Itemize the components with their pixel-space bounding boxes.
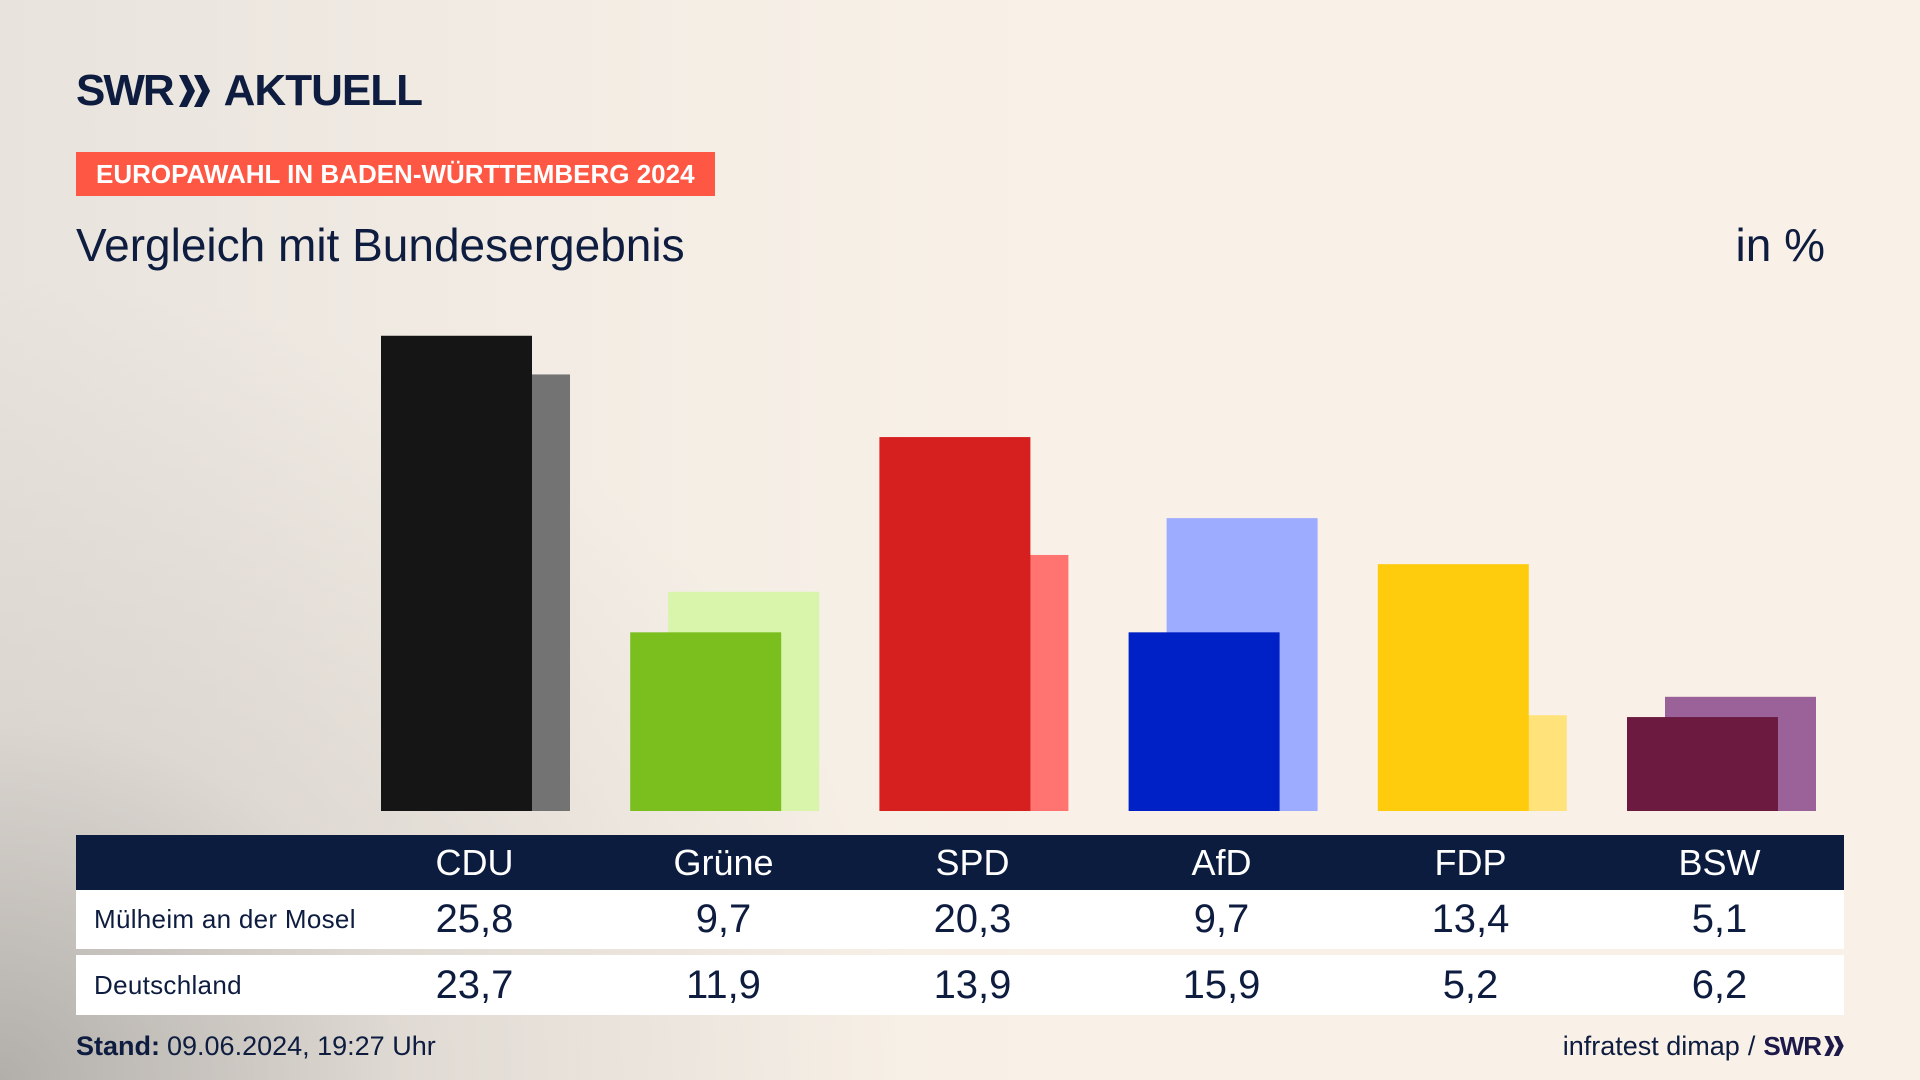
value-deutschland-spd: 13,9: [933, 962, 1012, 1007]
value-deutschland-afd: 15,9: [1182, 962, 1261, 1007]
results-table: CDU Grüne SPD AfD FDP BSW Mülheim an der…: [76, 835, 1844, 1015]
source-credit: infratest dimap / SWR: [1563, 1030, 1844, 1062]
party-label-spd: SPD: [935, 842, 1010, 883]
bar-grune-mulheim-an-der-mosel: [630, 632, 782, 811]
party-label-gruene: Grüne: [673, 842, 774, 883]
party-label-bsw: BSW: [1678, 842, 1761, 883]
value-deutschland-fdp: 5,2: [1442, 962, 1499, 1007]
value-muelheim-spd: 20,3: [933, 897, 1012, 941]
row-label-muelheim: Mülheim an der Mosel: [94, 904, 356, 934]
value-deutschland-gruene: 11,9: [686, 962, 761, 1007]
value-muelheim-fdp: 13,4: [1431, 897, 1510, 941]
source-separator: /: [1747, 1031, 1756, 1061]
double-chevron-icon: [1824, 1036, 1844, 1056]
value-muelheim-afd: 9,7: [1193, 897, 1250, 941]
stand-value: 09.06.2024, 19:27 Uhr: [167, 1031, 436, 1061]
logo-brand: SWR: [76, 66, 175, 115]
table-row-muelheim: Mülheim an der Mosel 25,8 9,7 20,3 9,7 1…: [76, 890, 1844, 949]
chart-subtitle: Vergleich mit Bundesergebnis: [76, 219, 685, 271]
unit-label: in %: [1735, 219, 1825, 271]
bar-bsw-mulheim-an-der-mosel: [1627, 717, 1778, 811]
bar-chart: [381, 335, 1816, 811]
value-muelheim-gruene: 9,7: [695, 897, 752, 941]
value-muelheim-cdu: 25,8: [435, 897, 514, 941]
party-label-cdu: CDU: [435, 842, 514, 883]
swr-aktuell-logo: SWR AKTUELL: [76, 66, 423, 115]
bar-spd-mulheim-an-der-mosel: [879, 437, 1031, 811]
source-name: infratest dimap: [1562, 1031, 1740, 1061]
logo-title: AKTUELL: [223, 66, 423, 115]
table-header-empty: [76, 835, 350, 890]
stand-label: Stand:: [76, 1031, 160, 1061]
timestamp: Stand: 09.06.2024, 19:27 Uhr: [76, 1030, 436, 1062]
bar-cdu-mulheim-an-der-mosel: [381, 335, 532, 811]
party-label-afd: AfD: [1191, 842, 1252, 883]
table-row-deutschland: Deutschland 23,7 11,9 13,9 15,9 5,2 6,2: [76, 955, 1844, 1015]
double-chevron-icon: [178, 75, 210, 107]
value-deutschland-cdu: 23,7: [435, 962, 514, 1007]
row-label-deutschland: Deutschland: [94, 969, 242, 1000]
party-label-fdp: FDP: [1434, 842, 1507, 883]
value-deutschland-bsw: 6,2: [1691, 962, 1748, 1007]
table-header: CDU Grüne SPD AfD FDP BSW: [76, 835, 1844, 890]
bar-afd-mulheim-an-der-mosel: [1128, 632, 1280, 811]
source-logo: SWR: [1763, 1031, 1822, 1061]
value-muelheim-bsw: 5,1: [1691, 897, 1748, 941]
bar-fdp-mulheim-an-der-mosel: [1377, 564, 1529, 811]
election-tag: EUROPAWAHL IN BADEN-WÜRTTEMBERG 2024: [76, 152, 715, 196]
